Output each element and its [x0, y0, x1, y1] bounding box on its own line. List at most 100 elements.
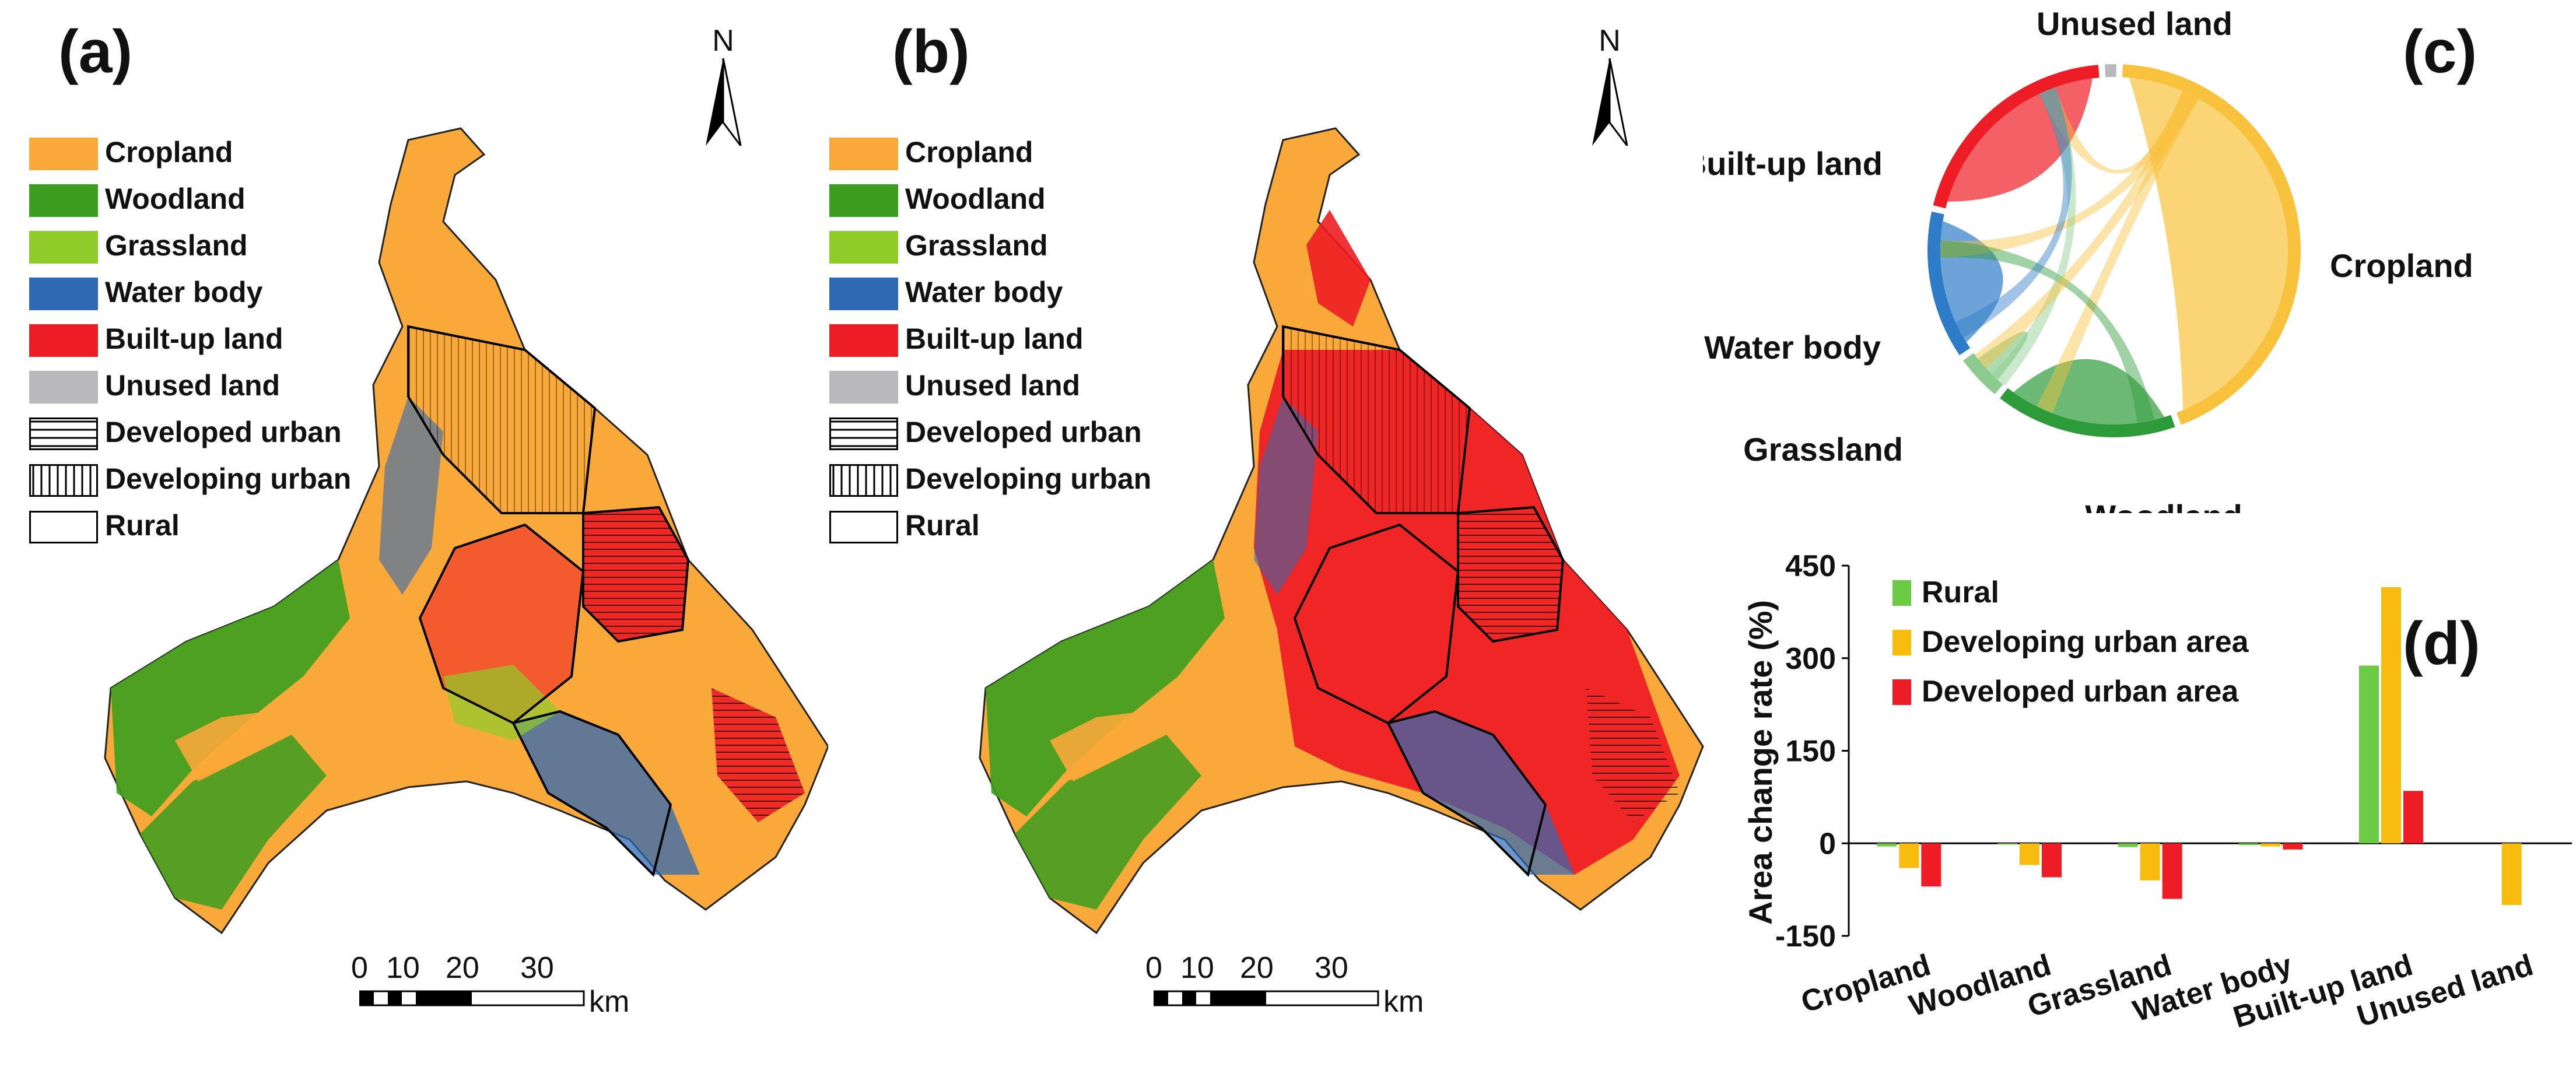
scale-tick: 20 — [446, 951, 479, 985]
chord-self-flow-cropland — [2129, 78, 2288, 411]
scale-tick: 10 — [1180, 951, 1214, 985]
panel-a: (a) Cropland Woodland Grassland Water bo… — [0, 0, 828, 1084]
water-body-swatch — [29, 278, 98, 310]
chord-ribbon-water-body-to-built-up-land — [1955, 87, 2072, 338]
bar-rural-water-body — [2238, 843, 2259, 846]
woodland-swatch — [829, 184, 898, 217]
legend-label: Grassland — [105, 229, 248, 262]
legend-label: Built-up land — [905, 322, 1084, 355]
empty-swatch — [829, 511, 898, 543]
scale-unit: km — [589, 985, 630, 1019]
panel-letter-c: (c) — [2403, 18, 2477, 86]
legend-label-rural: Rural — [1922, 576, 1999, 609]
chord-label-cropland: Cropland — [2330, 247, 2473, 284]
bar-rural-grassland — [2118, 843, 2138, 847]
empty-swatch — [29, 511, 98, 543]
y-tick-label: 450 — [1785, 549, 1836, 583]
panel-letter-a: (a) — [58, 18, 133, 86]
bar-developed-urban-area-woodland — [2042, 843, 2062, 878]
woodland-swatch — [29, 184, 98, 217]
y-axis-label: Area change rate (%) — [1742, 600, 1779, 925]
chord-arc-grassland — [1963, 353, 2003, 395]
panel-b: (b) Cropland Woodland Grassland Water bo… — [828, 0, 1704, 1084]
bar-rural-woodland — [1997, 843, 2017, 845]
panel-c: (c) Unused land Cropland Woodland Grassland… — [1703, 0, 2576, 513]
water-body-swatch — [829, 278, 898, 310]
chord-self-flow-built-up-land — [1947, 78, 2093, 202]
y-tick-label: -150 — [1775, 920, 1836, 953]
chord-arc-unused-land — [2105, 64, 2116, 78]
legend-label: Grassland — [905, 229, 1048, 262]
legend-label: Woodland — [905, 183, 1046, 215]
legend-label: Developing urban — [905, 462, 1152, 495]
cropland-swatch — [29, 138, 98, 170]
legend-swatch-rural — [1892, 580, 1911, 606]
north-letter: N — [1599, 24, 1621, 58]
chord-label-unused-land: Unused land — [2037, 5, 2232, 42]
chord-ribbon-grassland-to-built-up-land — [1992, 87, 2076, 386]
y-tick-label: 300 — [1785, 642, 1836, 676]
grassland-swatch — [29, 231, 98, 264]
legend-label-developing-urban-area: Developing urban area — [1922, 625, 2249, 659]
bar-developing-urban-area-built-up-land — [2381, 587, 2401, 844]
built-up-land-swatch — [29, 324, 98, 357]
chord-label-grassland: Grassland — [1743, 431, 1903, 468]
grassland-swatch — [829, 231, 898, 264]
bar-rural-cropland — [1877, 843, 1897, 847]
north-letter: N — [712, 24, 734, 58]
scale-tick: 0 — [1145, 951, 1162, 985]
built-up-land-swatch — [829, 324, 898, 357]
chord-ribbon-cropland-to-built-up-land — [2039, 87, 2199, 174]
legend-label: Built-up land — [105, 322, 283, 355]
scale-tick: 0 — [351, 951, 368, 985]
north-arrow-icon — [706, 58, 742, 146]
chord-self-flow-woodland — [2013, 359, 2165, 425]
bar-developed-urban-area-cropland — [1921, 843, 1941, 887]
legend-label: Cropland — [905, 136, 1033, 169]
panel-letter-b: (b) — [892, 18, 970, 86]
chord-label-built-up-land: Built-up land — [1703, 145, 1883, 182]
legend-label: Developed urban — [105, 416, 342, 448]
horizontal-hatch-swatch — [29, 418, 98, 450]
legend-label: Developed urban — [905, 416, 1142, 448]
panel-d: 450 300 150 0 -150 Area change rate (%) Cropla… — [1703, 513, 2576, 1084]
y-tick-label: 0 — [1819, 827, 1836, 861]
bar-developed-urban-area-grassland — [2162, 843, 2182, 899]
scale-bar-graphic — [359, 990, 585, 1006]
legend-label: Woodland — [105, 183, 246, 215]
chord-self-flow-grassland — [1978, 331, 2028, 380]
bar-developing-urban-area-woodland — [2020, 843, 2039, 865]
panel-letter-d: (d) — [2403, 610, 2480, 678]
scale-tick: 10 — [386, 951, 420, 985]
scale-bar-b: 0 10 20 30 km — [1144, 950, 1436, 1020]
vertical-hatch-swatch — [29, 464, 98, 497]
legend-label: Unused land — [905, 369, 1081, 402]
chord-arc-woodland — [2000, 388, 2175, 437]
bar-developed-urban-area-water-body — [2283, 843, 2303, 850]
legend-label: Water body — [905, 276, 1063, 308]
north-arrow-b: N — [1583, 23, 1636, 146]
scale-bar-a: 0 10 20 30 km — [350, 950, 642, 1020]
chord-arc-water-body — [1927, 211, 1971, 356]
y-tick-label: 150 — [1785, 735, 1836, 769]
chord-ribbon-cropland-to-grassland — [1975, 91, 2199, 369]
north-arrow-icon — [1592, 58, 1628, 146]
legend-label: Unused land — [105, 369, 281, 402]
bar-developed-urban-area-built-up-land — [2403, 791, 2423, 844]
chord-ribbon-cropland-to-water-body — [1940, 91, 2199, 258]
chord-ribbon-cropland-to-woodland — [2037, 91, 2199, 413]
chord-label-woodland: Woodland — [2085, 498, 2242, 513]
chord-ribbon-woodland-to-water-body — [1940, 240, 2155, 423]
horizontal-hatch-swatch — [829, 418, 898, 450]
legend-label: Rural — [905, 509, 980, 542]
bar-developing-urban-area-unused-land — [2501, 843, 2522, 906]
land-use-map-a — [104, 127, 828, 935]
chord-label-water-body: Water body — [1704, 329, 1881, 366]
legend-label: Rural — [105, 509, 180, 542]
legend-label: Developing urban — [105, 462, 352, 495]
scale-tick: 30 — [520, 951, 554, 985]
vertical-hatch-swatch — [829, 464, 898, 497]
study-area-region — [979, 127, 1704, 935]
chord-diagram: Unused land Cropland Woodland Grassland Wate… — [1703, 5, 2473, 513]
bar-rural-built-up-land — [2359, 665, 2379, 844]
